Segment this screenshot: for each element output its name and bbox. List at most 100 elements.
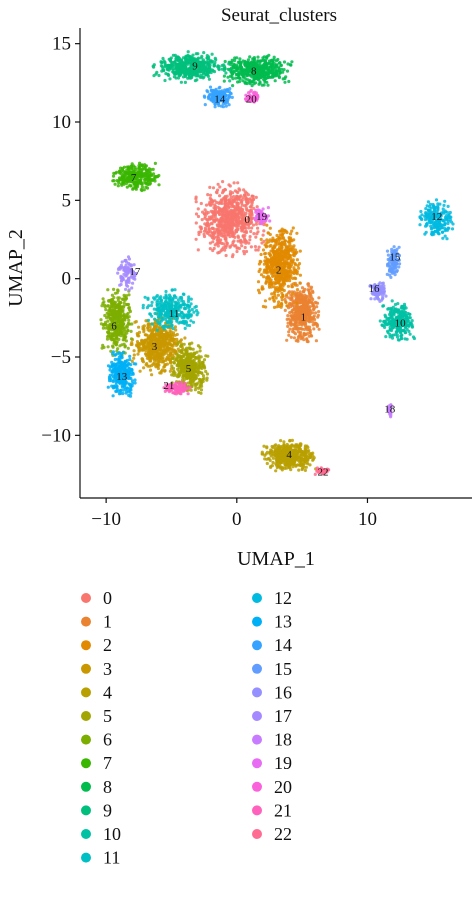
cluster-point (221, 180, 225, 184)
cluster-point (288, 327, 292, 331)
cluster-point (295, 315, 299, 319)
cluster-point (193, 79, 197, 83)
cluster-point (222, 74, 226, 78)
cluster-point (264, 260, 268, 264)
cluster-point (177, 56, 182, 61)
cluster-point (109, 305, 114, 309)
cluster-point (230, 60, 234, 64)
cluster-point (176, 342, 180, 346)
cluster-point (209, 221, 214, 225)
cluster-point (218, 207, 222, 211)
cluster-point (146, 336, 150, 340)
cluster-point (306, 282, 310, 286)
cluster-point (262, 68, 266, 72)
cluster-point (171, 366, 176, 370)
cluster-point (242, 230, 246, 234)
cluster-point (230, 205, 234, 209)
cluster-point (292, 451, 296, 455)
cluster-point (161, 336, 165, 340)
cluster-point (289, 444, 293, 448)
cluster-point (268, 452, 272, 456)
cluster-2-points (256, 223, 302, 309)
cluster-point (291, 259, 295, 263)
cluster-point (156, 366, 160, 371)
cluster-point (126, 321, 130, 325)
cluster-point (285, 293, 289, 297)
cluster-point (150, 373, 154, 377)
cluster-point (304, 465, 308, 469)
cluster-point (228, 184, 232, 188)
cluster-point (174, 65, 178, 69)
cluster-point (285, 245, 289, 249)
cluster-point (153, 363, 157, 367)
cluster-point (408, 332, 412, 336)
cluster-point (237, 61, 241, 65)
cluster-point (303, 297, 307, 301)
cluster-point (132, 353, 136, 357)
cluster-point (224, 253, 228, 258)
cluster-point (198, 68, 203, 72)
cluster-point (176, 364, 180, 368)
cluster-point (264, 64, 268, 68)
cluster-point (283, 239, 287, 243)
cluster-point (189, 356, 193, 360)
cluster-point (188, 55, 192, 59)
cluster-point (294, 339, 298, 343)
cluster-point (112, 287, 116, 291)
cluster-point (109, 298, 113, 302)
cluster-point (226, 233, 230, 237)
cluster-point (285, 463, 289, 467)
cluster-point (282, 288, 286, 293)
cluster-point (184, 358, 188, 362)
cluster-point (287, 290, 292, 294)
cluster-point (205, 376, 209, 380)
cluster-point (220, 248, 224, 252)
cluster-point (197, 366, 201, 370)
cluster-point (194, 195, 198, 199)
cluster-point (251, 194, 255, 199)
cluster-point (279, 465, 283, 469)
cluster-point (248, 80, 252, 84)
cluster-point (246, 218, 250, 222)
cluster-point (227, 206, 231, 210)
cluster-point (382, 320, 386, 324)
cluster-point (230, 229, 234, 233)
cluster-point (235, 219, 239, 223)
cluster-point (157, 73, 161, 78)
cluster-point (118, 312, 123, 316)
cluster-point (407, 329, 411, 333)
cluster-point (308, 317, 312, 321)
cluster-point (125, 168, 129, 172)
cluster-point (249, 198, 253, 202)
cluster-point (244, 211, 248, 215)
cluster-point (162, 350, 166, 354)
cluster-point (317, 327, 321, 331)
cluster-point (317, 296, 321, 300)
cluster-point (213, 207, 217, 211)
cluster-point (217, 201, 221, 205)
cluster-point (208, 196, 212, 200)
cluster-point (278, 61, 282, 65)
cluster-point (208, 241, 212, 245)
cluster-point (291, 316, 295, 320)
cluster-point (299, 300, 303, 304)
cluster-point (254, 222, 258, 226)
cluster-point (268, 297, 272, 301)
cluster-point (259, 252, 263, 257)
cluster-point (295, 326, 300, 330)
cluster-point (140, 185, 144, 189)
cluster-point (290, 239, 294, 243)
cluster-point (208, 185, 212, 189)
cluster-point (409, 321, 413, 325)
cluster-point (263, 243, 267, 247)
cluster-point (175, 332, 179, 337)
cluster-point (182, 342, 186, 346)
cluster-point (289, 318, 293, 323)
cluster-point (240, 211, 244, 216)
cluster-point (229, 244, 233, 248)
cluster-point (304, 307, 308, 311)
cluster-point (183, 67, 187, 71)
cluster-point (191, 379, 195, 383)
cluster-point (221, 213, 226, 217)
cluster-point (305, 444, 309, 448)
